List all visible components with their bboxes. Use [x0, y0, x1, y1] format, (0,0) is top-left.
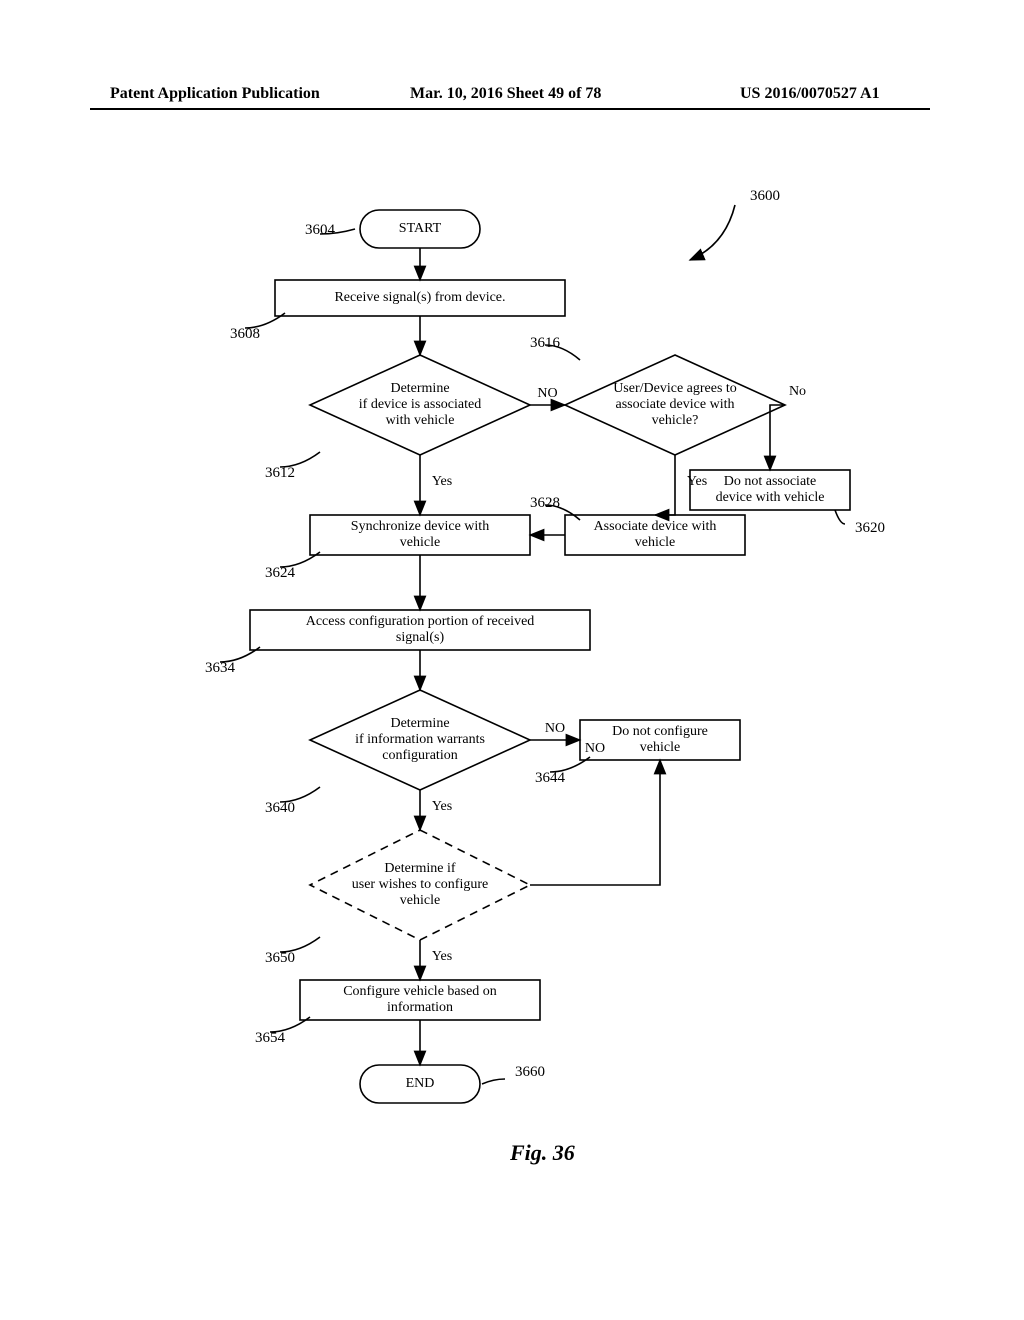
ref-3634: 3634 [205, 660, 236, 676]
ref-3620: 3620 [855, 520, 885, 536]
svg-text:START: START [399, 221, 442, 236]
ref-3660: 3660 [515, 1064, 545, 1080]
ref-3612: 3612 [265, 465, 295, 481]
ref-3604: 3604 [305, 222, 336, 238]
edge-label-n3650-n3644: NO [585, 741, 605, 756]
header-pub-number: US 2016/0070527 A1 [740, 85, 880, 103]
edge-label-n3616-n3628: Yes [687, 474, 707, 489]
page: Patent Application Publication Mar. 10, … [0, 0, 1024, 1320]
edge-label-n3612-n3624: Yes [432, 474, 452, 489]
edge-n3616-n3628 [655, 455, 675, 515]
edge-label-n3640-n3644: NO [545, 721, 565, 736]
svg-text:Receive signal(s) from device.: Receive signal(s) from device. [334, 290, 505, 305]
edge-label-n3612-n3616: NO [537, 386, 557, 401]
ref-3624: 3624 [265, 565, 296, 581]
edge-label-n3650-n3654: Yes [432, 949, 452, 964]
edge-label-n3616-n3620: No [789, 384, 806, 399]
header-sheet-info: Mar. 10, 2016 Sheet 49 of 78 [410, 85, 601, 103]
ref-3654: 3654 [255, 1030, 286, 1046]
ref-3644: 3644 [535, 770, 566, 786]
header-divider [90, 108, 930, 110]
svg-text:Do not associatedevice with ve: Do not associatedevice with vehicle [716, 474, 825, 505]
ref-3628: 3628 [530, 495, 560, 511]
figure-caption: Fig. 36 [510, 1140, 575, 1166]
flowchart-diagram: START 3604 Receive signal(s) from device. 3… [135, 180, 895, 1240]
ref-3650: 3650 [265, 950, 295, 966]
ref-3616: 3616 [530, 335, 561, 351]
edge-label-n3640-n3650: Yes [432, 799, 452, 814]
ref-3608: 3608 [230, 326, 260, 342]
edge-n3616-n3620 [770, 405, 785, 470]
ref-3640: 3640 [265, 800, 295, 816]
svg-text:END: END [406, 1076, 435, 1091]
svg-text:3600: 3600 [750, 188, 780, 204]
header-publisher: Patent Application Publication [110, 85, 320, 103]
